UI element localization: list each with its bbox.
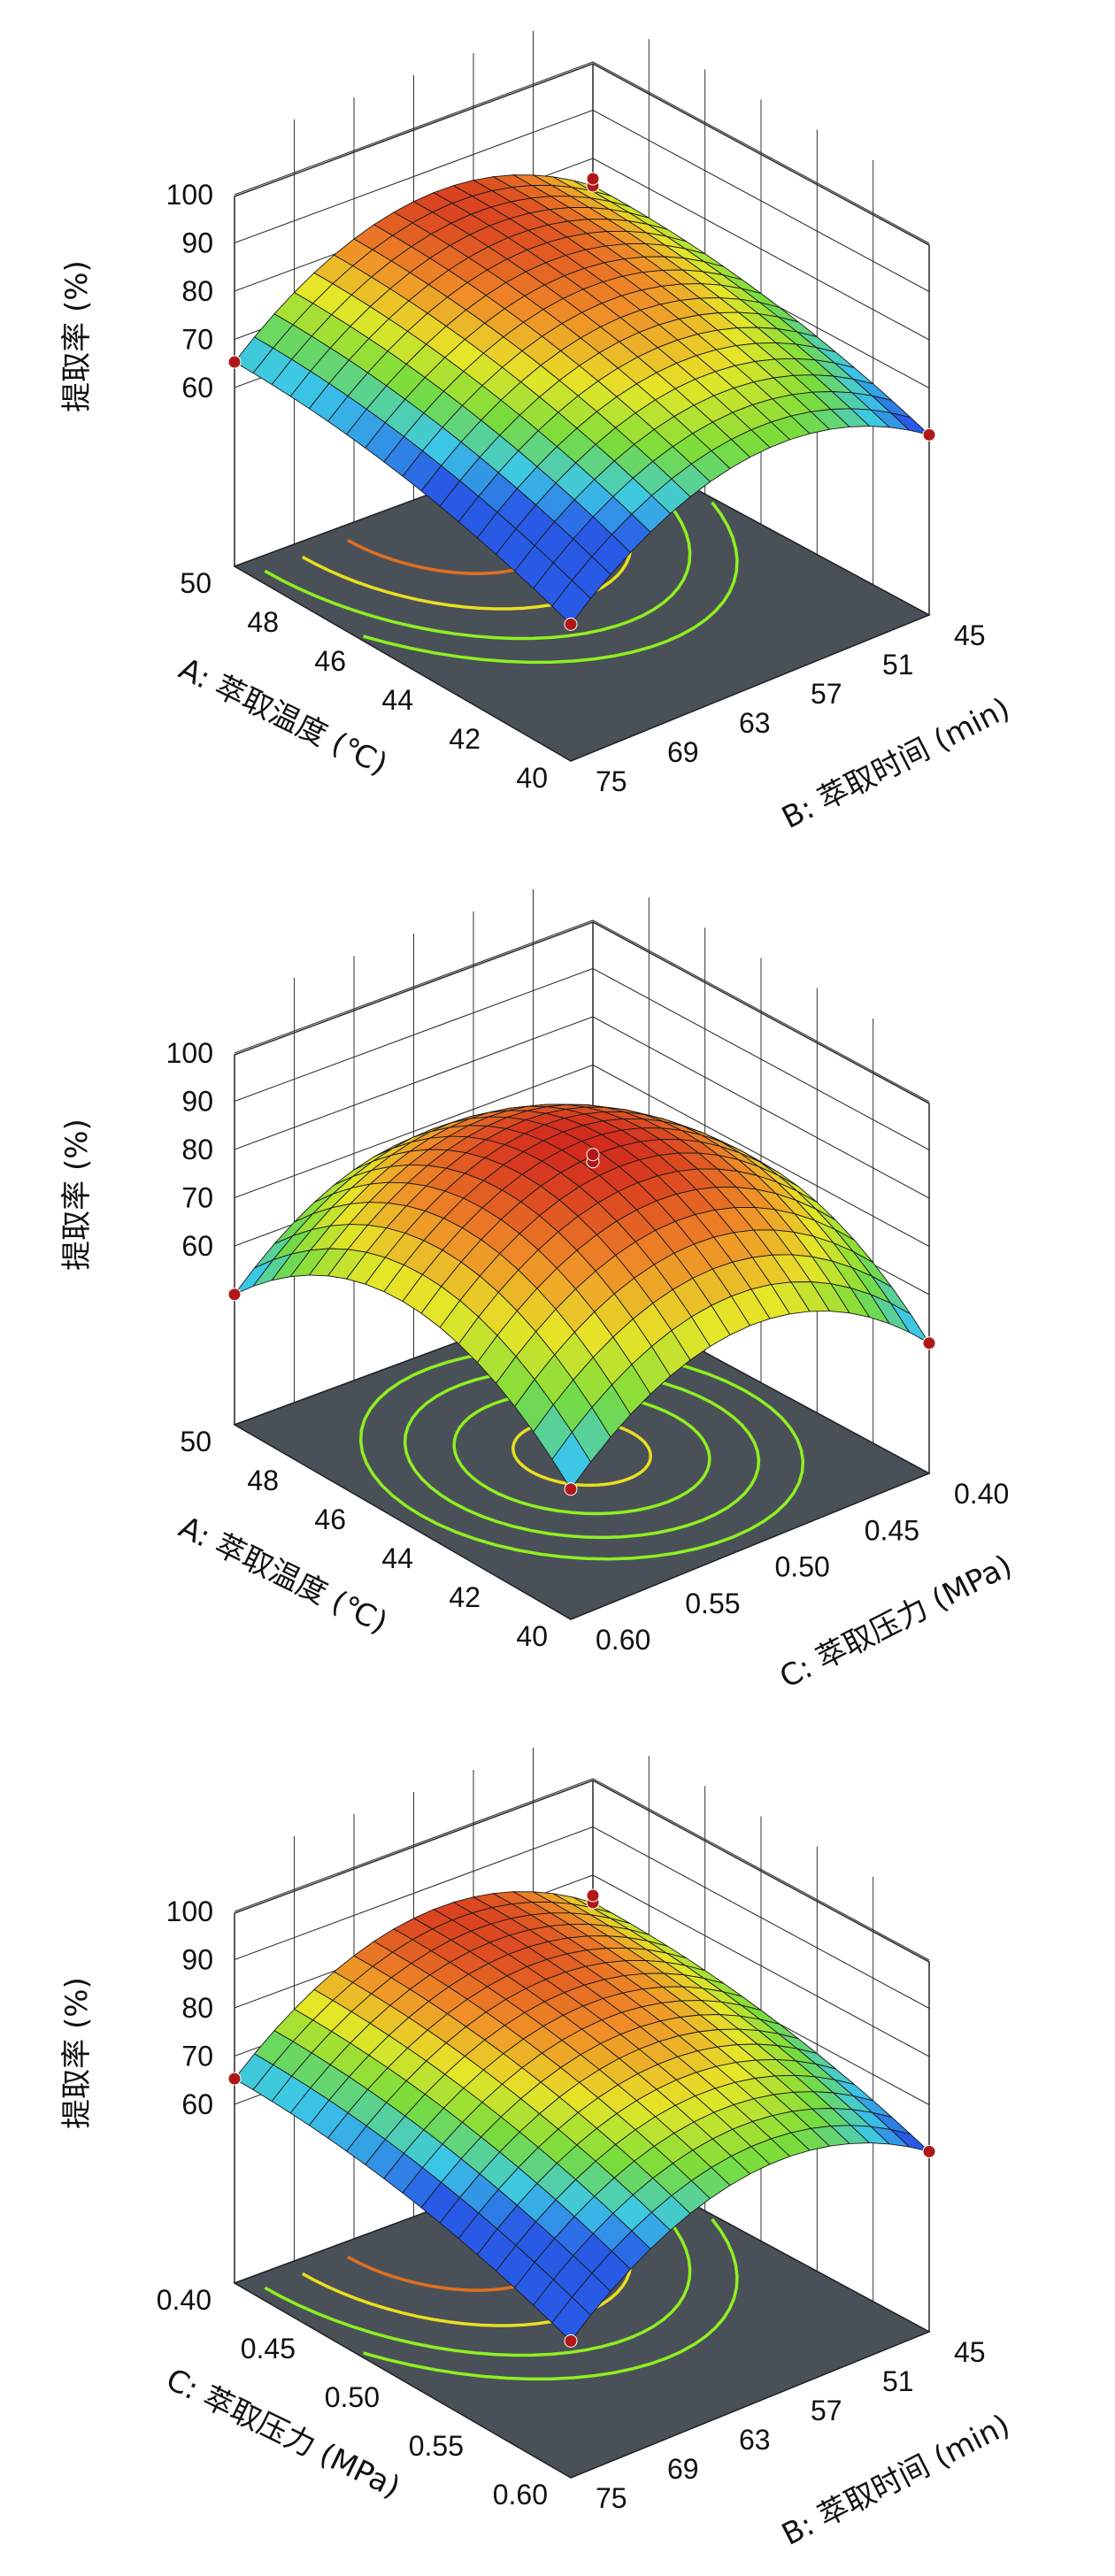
- right-axis-tick: 63: [739, 2424, 771, 2456]
- left-axis-tick: 42: [449, 1581, 481, 1613]
- contour-line: [403, 1367, 761, 1540]
- response-surface: [234, 1891, 931, 2342]
- design-point-marker: [922, 2144, 936, 2158]
- z-tick-label: 100: [166, 1037, 213, 1069]
- contour-line: [363, 501, 739, 665]
- surface-plot-3: 60 70 80 90 100 0.40 0.45 0.50 0.55 0.60 75 69 63 57 5…: [0, 1717, 1115, 2575]
- left-axis-tick: 0.45: [241, 2333, 296, 2365]
- surface-svg-2: 60 70 80 90 100 50 48 46 44 42 40 0.60 0.55 0.50 0.45 0…: [59, 889, 1018, 1696]
- z-tick-label: 100: [166, 179, 213, 211]
- left-axis-tick: 48: [247, 1465, 279, 1496]
- design-point-marker: [922, 427, 936, 442]
- z-tick-label: 90: [181, 1944, 213, 1976]
- design-point-marker: [586, 172, 600, 186]
- z-gridline: [234, 919, 930, 1103]
- right-axis-label: B: 萃取时间 (min): [776, 691, 1015, 836]
- right-axis-tick: 57: [811, 2395, 842, 2426]
- right-axis-tick: 69: [667, 2453, 699, 2485]
- right-axis-tick: 51: [882, 2365, 914, 2397]
- right-axis-tick: 63: [739, 707, 771, 739]
- right-axis-tick: 0.40: [954, 1478, 1009, 1510]
- right-axis-tick: 0.50: [775, 1551, 830, 1583]
- design-point-marker: [227, 1288, 242, 1302]
- left-axis-tick: 0.50: [325, 2381, 380, 2413]
- z-tick-label: 70: [181, 324, 213, 356]
- design-points: [227, 1148, 936, 1496]
- z-tick-label: 80: [181, 1992, 213, 2024]
- surface-svg-3: 60 70 80 90 100 0.40 0.45 0.50 0.55 0.60 75 69 63 57 5…: [59, 1748, 1016, 2553]
- z-tick-label: 100: [166, 1895, 213, 1927]
- left-axis-tick: 46: [314, 645, 346, 677]
- right-axis-tick: 0.60: [596, 1624, 650, 1656]
- left-axis-tick: 0.55: [409, 2430, 464, 2462]
- response-surface: [233, 1103, 930, 1490]
- contour-line: [511, 1418, 652, 1488]
- left-axis-tick: 44: [381, 1542, 413, 1574]
- z-tick-label: 60: [181, 2088, 213, 2120]
- response-surface: [234, 174, 931, 626]
- left-axis-tick: 48: [247, 606, 279, 638]
- design-point-marker: [564, 617, 578, 631]
- z-tick-label: 90: [181, 227, 213, 259]
- design-point-marker: [586, 1148, 600, 1162]
- right-axis-tick: 51: [882, 649, 914, 681]
- right-axis-tick: 45: [954, 2336, 986, 2368]
- contour-line: [452, 1390, 711, 1516]
- z-tick-label: 90: [181, 1086, 213, 1118]
- left-axis-tick: 50: [180, 567, 211, 599]
- left-axis-tick: 40: [516, 1620, 548, 1652]
- left-axis-tick: 50: [180, 1426, 211, 1457]
- design-points: [227, 172, 936, 631]
- right-axis-label: B: 萃取时间 (min): [776, 2408, 1015, 2553]
- design-points: [227, 1888, 936, 2348]
- z-tick-label: 60: [181, 372, 213, 404]
- right-axis-tick: 75: [596, 765, 627, 797]
- back-walls: [234, 889, 930, 1474]
- z-tick-label: 60: [181, 1230, 213, 1262]
- left-axis-tick: 44: [381, 684, 413, 716]
- z-axis-label: 提取率 (%): [59, 1977, 95, 2129]
- z-tick-label: 80: [181, 1134, 213, 1165]
- z-tick-label: 70: [181, 1182, 213, 1214]
- design-point-marker: [922, 1336, 936, 1350]
- surface-plot-2: 60 70 80 90 100 50 48 46 44 42 40 0.60 0.55 0.50 0.45 0…: [0, 858, 1115, 1717]
- contour-line: [363, 2218, 739, 2381]
- left-axis-tick: 46: [314, 1503, 346, 1535]
- left-axis-tick: 40: [516, 762, 548, 794]
- right-axis-tick: 57: [811, 678, 842, 710]
- z-tick-label: 70: [181, 2041, 213, 2072]
- surface-plot-1: 60 70 80 90 100 50 48 46 44 42 40 75 69 63 57 51 45 提取率 (…: [0, 0, 1115, 858]
- right-axis-tick: 45: [954, 619, 986, 651]
- left-axis-tick: 0.60: [493, 2479, 548, 2511]
- design-point-marker: [586, 1888, 600, 1903]
- design-point-marker: [564, 2334, 578, 2348]
- contour-line: [358, 1346, 805, 1561]
- surface-svg-1: 60 70 80 90 100 50 48 46 44 42 40 75 69 63 57 51 45 提取率 (…: [59, 31, 1016, 836]
- right-axis-tick: 75: [596, 2482, 627, 2514]
- right-axis-tick: 0.55: [685, 1588, 740, 1619]
- left-axis-tick: 0.40: [157, 2284, 211, 2316]
- z-axis-label: 提取率 (%): [59, 260, 95, 412]
- left-axis-label: A: 萃取温度 (℃): [173, 1510, 393, 1641]
- left-axis-label: A: 萃取温度 (℃): [173, 651, 393, 782]
- z-tick-label: 80: [181, 275, 213, 307]
- z-axis-label: 提取率 (%): [59, 1119, 95, 1271]
- right-axis-tick: 69: [667, 736, 699, 768]
- design-point-marker: [564, 1482, 578, 1496]
- design-point-marker: [227, 2072, 242, 2086]
- left-axis-tick: 42: [449, 723, 481, 755]
- floor-contours: [358, 1346, 805, 1561]
- design-point-marker: [227, 355, 242, 369]
- right-axis-tick: 0.45: [865, 1514, 919, 1546]
